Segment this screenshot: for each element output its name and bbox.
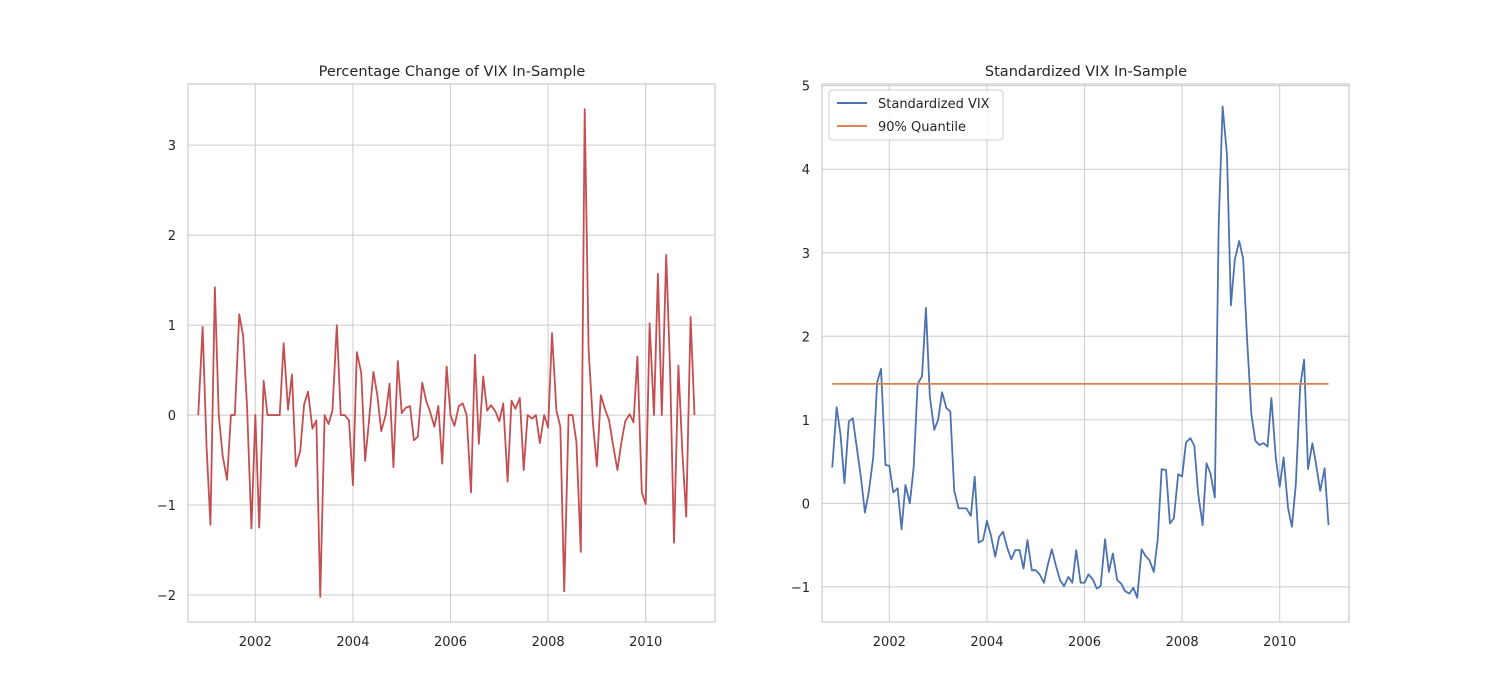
series-layer <box>197 108 696 598</box>
x-gridlines <box>888 84 1281 622</box>
y-tick-label: −1 <box>791 581 810 596</box>
legend-label-standardized-vix: Standardized VIX <box>878 97 990 112</box>
series-line-pct-change <box>197 108 696 598</box>
y-tick-label: 2 <box>802 330 810 345</box>
chart-title: Percentage Change of VIX In-Sample <box>319 64 586 80</box>
x-tick-label: 2004 <box>336 635 369 650</box>
y-gridlines <box>188 144 715 596</box>
x-tick-label: 2006 <box>434 635 467 650</box>
series-layer <box>831 105 1330 599</box>
series-line-standardized-vix <box>831 105 1330 599</box>
x-tick-label: 2002 <box>873 635 906 650</box>
x-tick-label: 2004 <box>970 635 1003 650</box>
x-tick-label: 2008 <box>1166 635 1199 650</box>
y-tick-label: −2 <box>157 589 176 604</box>
y-tick-label: 4 <box>802 163 810 178</box>
y-tick-labels: −2 −1 0 1 2 3 <box>157 139 176 604</box>
plot-frame <box>187 83 716 623</box>
y-tick-label: 2 <box>168 229 176 244</box>
y-tick-labels: −1 0 1 2 3 4 5 <box>791 80 810 596</box>
y-tick-label: 1 <box>802 414 810 429</box>
y-tick-label: 5 <box>802 80 810 95</box>
x-tick-label: 2008 <box>532 635 565 650</box>
y-tick-label: 0 <box>802 497 810 512</box>
legend: Standardized VIX 90% Quantile <box>828 89 1004 141</box>
y-tick-label: 1 <box>168 319 176 334</box>
standardized-vix-chart: Standardized VIX In-Sample 2002 2004 2006 2… <box>791 64 1350 650</box>
y-tick-label: 0 <box>168 409 176 424</box>
x-tick-label: 2006 <box>1068 635 1101 650</box>
x-tick-labels: 2002 2004 2006 2008 2010 <box>873 635 1296 650</box>
y-tick-label: −1 <box>157 499 176 514</box>
legend-label-90-quantile: 90% Quantile <box>878 120 966 135</box>
plot-frame <box>821 83 1350 623</box>
x-tick-label: 2010 <box>1263 635 1296 650</box>
pct-change-chart: Percentage Change of VIX In-Sample 2002 2… <box>157 64 716 650</box>
chart-title: Standardized VIX In-Sample <box>985 64 1187 80</box>
y-tick-label: 3 <box>802 247 810 262</box>
x-tick-label: 2002 <box>239 635 272 650</box>
x-gridlines <box>254 84 647 622</box>
legend-box <box>828 89 1004 141</box>
y-tick-label: 3 <box>168 139 176 154</box>
x-tick-labels: 2002 2004 2006 2008 2010 <box>239 635 662 650</box>
x-tick-label: 2010 <box>629 635 662 650</box>
